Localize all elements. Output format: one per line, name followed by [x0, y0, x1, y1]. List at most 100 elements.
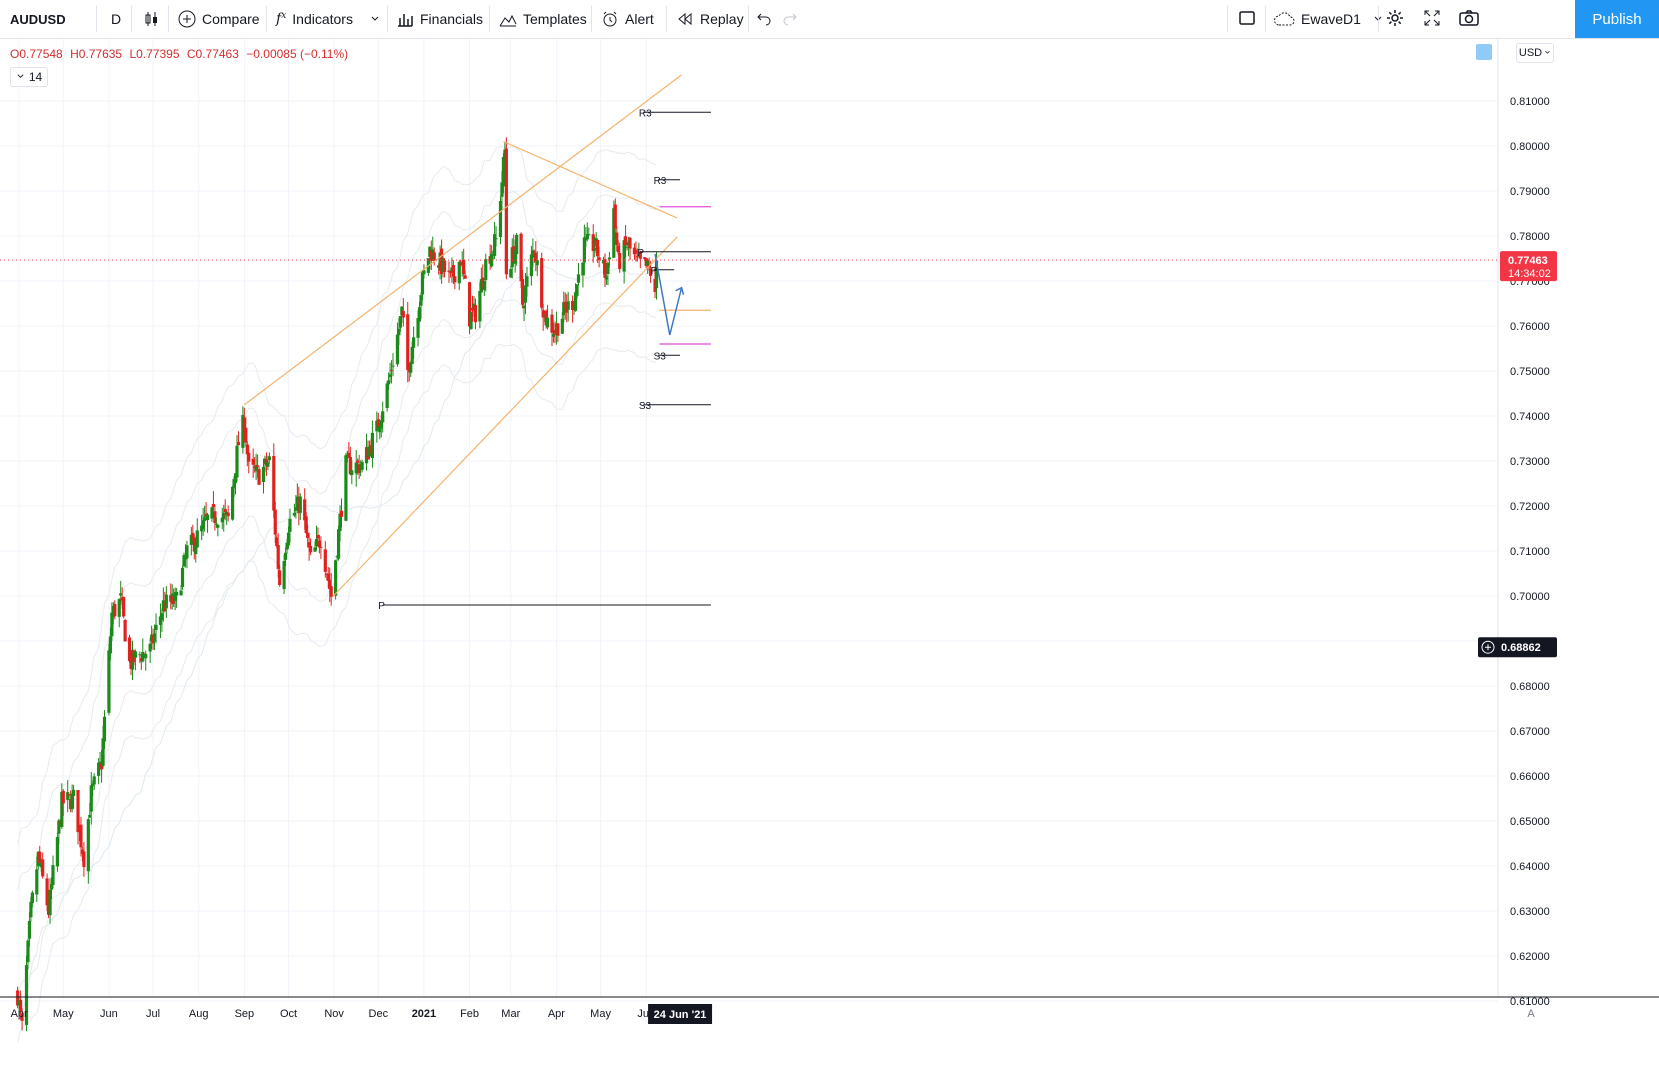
candle-body — [86, 819, 90, 872]
candle-body — [267, 456, 271, 461]
candle-body — [313, 547, 317, 552]
high-value: H0.77635 — [70, 47, 123, 61]
last-price-label: 0.77463 — [1508, 255, 1548, 267]
candle-body — [19, 999, 23, 1012]
candle-body — [247, 452, 251, 462]
candle-body — [245, 444, 249, 455]
indicator-bands — [17, 145, 657, 1043]
candle-body — [618, 252, 622, 269]
candle-body — [422, 270, 426, 275]
candle-body — [191, 532, 195, 539]
grid-lines — [0, 39, 1498, 1002]
templates-button[interactable]: Templates — [499, 0, 587, 38]
layout-name-button[interactable]: EwaveD1 — [1273, 0, 1383, 38]
candle-body — [638, 251, 642, 259]
candle-body — [391, 365, 395, 367]
replay-button[interactable]: Replay — [676, 0, 744, 38]
candle-body — [545, 317, 550, 328]
time-tick-label: Sep — [235, 1008, 255, 1020]
price-tick-label: 0.79000 — [1510, 186, 1550, 198]
price-tick-label: 0.76000 — [1510, 321, 1550, 333]
candle-body — [573, 292, 578, 311]
candle-body — [606, 263, 610, 275]
candle-body — [254, 465, 258, 472]
candle-body — [292, 512, 296, 516]
toolbar-divider — [1265, 6, 1266, 32]
candle-body — [379, 420, 383, 429]
candle-body — [160, 613, 164, 621]
candle-body — [99, 763, 104, 770]
camera-icon — [1458, 9, 1480, 30]
candle-body — [388, 374, 392, 378]
candle-body — [119, 593, 123, 596]
candle-body — [354, 462, 358, 474]
envelope-band — [17, 298, 657, 998]
price-tick-label: 0.73000 — [1510, 456, 1550, 468]
candle-body — [275, 537, 279, 547]
candle-body — [211, 504, 216, 508]
candle-body — [91, 783, 95, 787]
candle-body — [314, 538, 319, 547]
candle-body — [646, 260, 650, 266]
price-tick-label: 0.67000 — [1510, 726, 1550, 738]
candle-body — [276, 544, 280, 569]
layout-toggle[interactable] — [1238, 0, 1256, 38]
toolbar-divider — [96, 6, 97, 32]
compare-button[interactable]: Compare — [178, 0, 260, 38]
chart-type-button[interactable] — [143, 0, 167, 38]
fullscreen-icon — [1423, 9, 1441, 30]
candle-body — [515, 234, 519, 255]
currency-select[interactable]: USD — [1516, 43, 1554, 63]
candle-body — [504, 148, 508, 275]
candle-body — [451, 265, 455, 277]
candle-body — [317, 540, 322, 548]
screenshot-mini-icon[interactable] — [1476, 44, 1492, 60]
candle-body — [597, 257, 601, 261]
candle-body — [338, 513, 342, 531]
alert-button[interactable]: Alert — [601, 0, 654, 38]
undo-button[interactable] — [756, 0, 772, 38]
candle-body — [29, 901, 33, 918]
candle-body — [334, 560, 338, 596]
candle-body — [513, 249, 517, 264]
ohlc-legend: O0.77548 H0.77635 L0.77395 C0.77463 −0.0… — [10, 47, 352, 61]
publish-button[interactable]: Publish — [1575, 0, 1659, 38]
candle-body — [350, 470, 354, 476]
replay-label: Replay — [700, 11, 744, 27]
indicators-collapse-button[interactable]: 14 — [10, 67, 48, 87]
candle-body — [532, 251, 536, 253]
fullscreen-button[interactable] — [1423, 0, 1441, 38]
price-tick-label: 0.72000 — [1510, 501, 1550, 513]
indicators-dropdown[interactable] — [370, 0, 380, 38]
candle-body — [189, 534, 193, 545]
auto-scale-button[interactable]: A — [1527, 1008, 1535, 1020]
compare-label: Compare — [202, 11, 260, 27]
candle-body — [127, 637, 132, 662]
symbol-search[interactable]: AUDUSD — [10, 11, 66, 27]
toolbar-divider — [1378, 6, 1379, 32]
financials-button[interactable]: Financials — [396, 0, 483, 38]
envelope-band — [17, 145, 657, 845]
candle-body — [261, 466, 266, 482]
candle-body — [60, 791, 64, 828]
candle-body — [596, 239, 600, 257]
candle-body — [562, 302, 566, 316]
time-tick-label: Oct — [280, 1008, 297, 1020]
snapshot-button[interactable] — [1458, 0, 1480, 38]
candles — [16, 137, 659, 1032]
redo-button[interactable] — [782, 0, 798, 38]
candle-body — [531, 250, 535, 258]
candle-body — [236, 441, 241, 446]
settings-button[interactable] — [1385, 0, 1405, 38]
candle-body — [152, 633, 157, 642]
toolbar-divider — [748, 6, 749, 32]
candle-body — [628, 237, 632, 249]
candle-body — [26, 940, 30, 963]
crosshair-price-box — [1478, 637, 1557, 658]
interval-button[interactable]: D — [111, 11, 122, 27]
chevron-down-icon — [370, 11, 380, 27]
redo-icon — [782, 10, 798, 29]
